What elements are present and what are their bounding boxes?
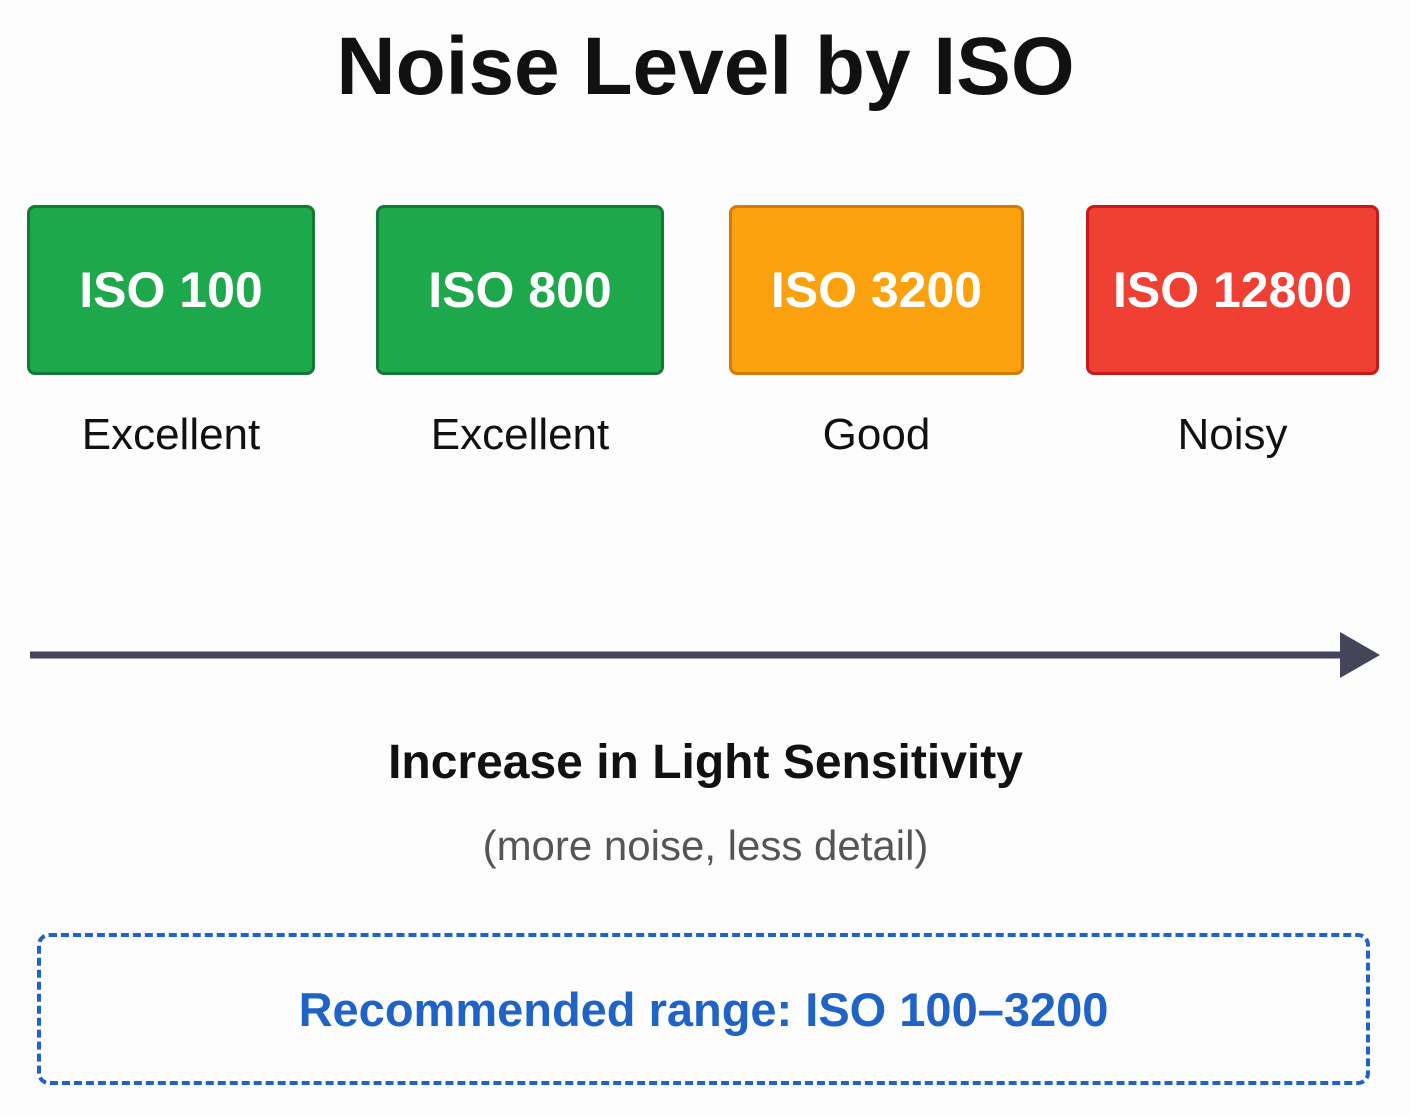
rating: Excellent [430,410,610,459]
rating: Noisy [1177,410,1288,459]
arrow-head [1340,632,1380,678]
iso-box: ISO 12800 [1086,205,1379,375]
rating: Good [822,410,931,459]
recommendation: Recommended range: ISO 100–3200 [37,933,1370,1085]
axis-note: (more noise, less detail) [482,822,929,869]
iso-box: ISO 3200 [729,205,1024,375]
rating: Excellent [81,410,261,459]
axis-label: Increase in Light Sensitivity [388,736,1023,789]
iso-box: ISO 100 [27,205,315,375]
title: Noise Level by ISO [336,21,1075,112]
iso-box: ISO 800 [376,205,664,375]
arrow [30,632,1380,678]
